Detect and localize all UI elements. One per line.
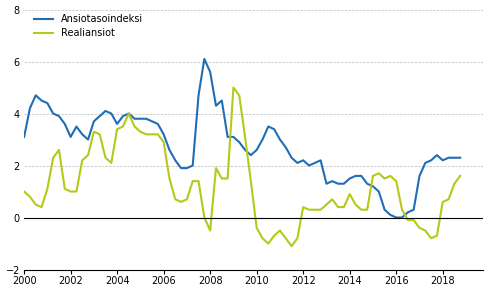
Ansiotasoindeksi bbox=[253, 148, 259, 152]
Realiansiot bbox=[311, 208, 317, 211]
Realiansiot bbox=[323, 203, 329, 206]
Realiansiot bbox=[230, 86, 236, 89]
Line: Realiansiot: Realiansiot bbox=[24, 88, 459, 246]
Line: Ansiotasoindeksi: Ansiotasoindeksi bbox=[24, 59, 459, 218]
Realiansiot bbox=[381, 177, 386, 180]
Ansiotasoindeksi bbox=[62, 122, 68, 126]
Realiansiot bbox=[288, 244, 294, 248]
Realiansiot bbox=[172, 198, 178, 201]
Ansiotasoindeksi bbox=[172, 159, 178, 162]
Realiansiot bbox=[62, 187, 68, 191]
Realiansiot bbox=[21, 190, 27, 193]
Ansiotasoindeksi bbox=[456, 156, 462, 159]
Legend: Ansiotasoindeksi, Realiansiot: Ansiotasoindeksi, Realiansiot bbox=[34, 14, 142, 38]
Ansiotasoindeksi bbox=[21, 135, 27, 139]
Ansiotasoindeksi bbox=[317, 159, 323, 162]
Realiansiot bbox=[253, 226, 259, 230]
Realiansiot bbox=[456, 174, 462, 178]
Ansiotasoindeksi bbox=[305, 164, 311, 167]
Ansiotasoindeksi bbox=[375, 190, 381, 193]
Ansiotasoindeksi bbox=[392, 216, 398, 219]
Ansiotasoindeksi bbox=[201, 57, 207, 61]
